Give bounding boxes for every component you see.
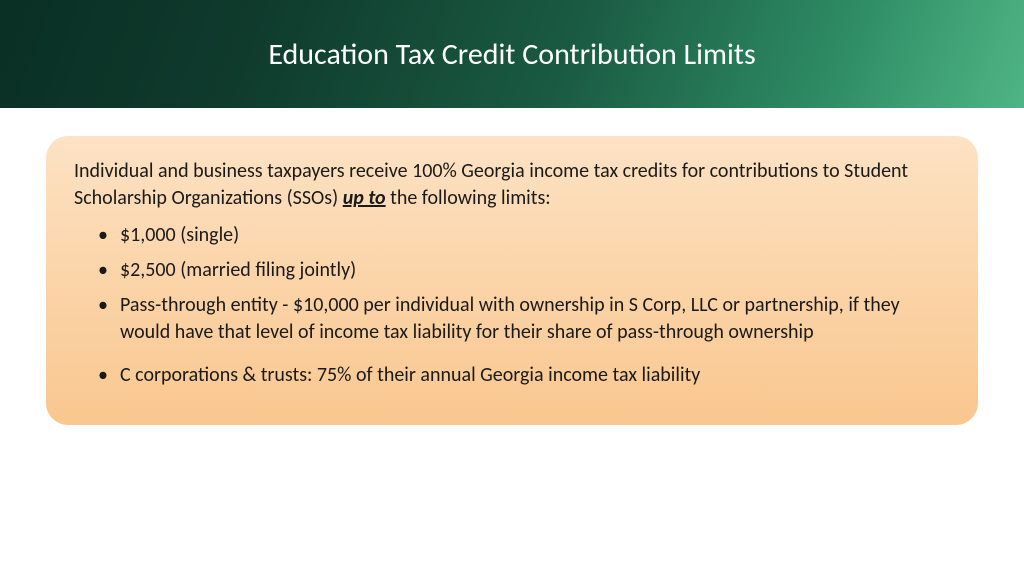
list-item: $2,500 (married filing jointly) xyxy=(94,257,950,284)
header-bar: Education Tax Credit Contribution Limits xyxy=(0,0,1024,108)
list-item: C corporations & trusts: 75% of their an… xyxy=(94,362,950,389)
intro-paragraph: Individual and business taxpayers receiv… xyxy=(74,158,950,212)
slide-title: Education Tax Credit Contribution Limits xyxy=(268,36,755,73)
slide: Education Tax Credit Contribution Limits… xyxy=(0,0,1024,576)
intro-emphasis: up to xyxy=(343,186,386,210)
content-area: Individual and business taxpayers receiv… xyxy=(0,108,1024,425)
bullet-list: $1,000 (single) $2,500 (married filing j… xyxy=(74,222,950,389)
list-item: Pass-through entity - $10,000 per indivi… xyxy=(94,292,950,346)
intro-suffix: the following limits: xyxy=(386,186,551,210)
info-card: Individual and business taxpayers receiv… xyxy=(46,136,978,425)
list-item: $1,000 (single) xyxy=(94,222,950,249)
